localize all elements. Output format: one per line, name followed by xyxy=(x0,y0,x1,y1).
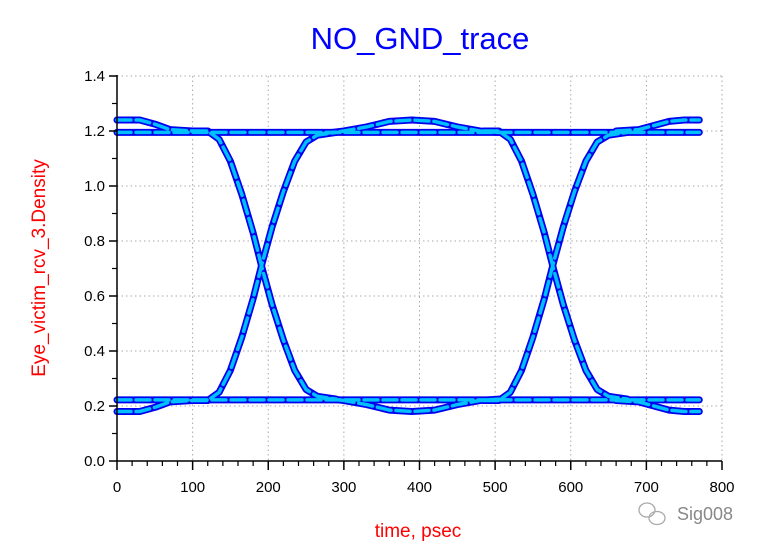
y-tick-label: 0.2 xyxy=(84,398,105,415)
wechat-icon xyxy=(638,502,666,526)
trace-undershoot-mid-light xyxy=(319,396,501,414)
trace-overshoot-left-light xyxy=(115,118,195,133)
trace-rising-edge-2-light xyxy=(482,130,630,403)
trace-rising-edge-1-light xyxy=(190,130,339,403)
axes xyxy=(109,75,723,470)
x-tick-label: 200 xyxy=(256,479,281,496)
x-tick-label: 300 xyxy=(331,479,356,496)
x-tick-label: 700 xyxy=(634,479,659,496)
trace-rising-edge-2-dense xyxy=(480,128,631,404)
y-tick-label: 1.0 xyxy=(84,178,105,195)
x-tick-label: 100 xyxy=(180,479,205,496)
y-axis-title: Eye_victim_rcv_3.Density xyxy=(29,159,50,377)
y-tick-labels: 0.0 0.2 0.4 0.6 0.8 1.0 1.2 1.4 xyxy=(84,68,105,470)
eye-traces xyxy=(113,116,703,415)
x-tick-label: 0 xyxy=(113,479,121,496)
watermark-text: Sig008 xyxy=(677,504,733,524)
trace-undershoot-right-light xyxy=(614,398,702,414)
trace-rising-edge-1-dense xyxy=(189,128,340,404)
x-tick-label: 500 xyxy=(483,479,508,496)
y-tick-label: 1.4 xyxy=(84,68,105,85)
x-tick-labels: 0 100 200 300 400 500 600 700 800 xyxy=(113,479,735,496)
y-tick-label: 0.6 xyxy=(84,288,105,305)
watermark: Sig008 xyxy=(638,502,733,526)
trace-overshoot-right-light xyxy=(614,118,702,133)
x-axis-title: time, psec xyxy=(375,521,462,542)
trace-overshoot-mid-light xyxy=(319,118,501,136)
chart-title: NO_GND_trace xyxy=(311,21,530,56)
y-tick-label: 1.2 xyxy=(84,123,105,140)
y-tick-label: 0.4 xyxy=(84,343,105,360)
x-tick-label: 600 xyxy=(558,479,583,496)
trace-undershoot-left-light xyxy=(115,398,195,414)
y-tick-label: 0.8 xyxy=(84,233,105,250)
x-tick-label: 800 xyxy=(709,479,734,496)
x-tick-label: 400 xyxy=(407,479,432,496)
y-tick-label: 0.0 xyxy=(84,453,105,470)
